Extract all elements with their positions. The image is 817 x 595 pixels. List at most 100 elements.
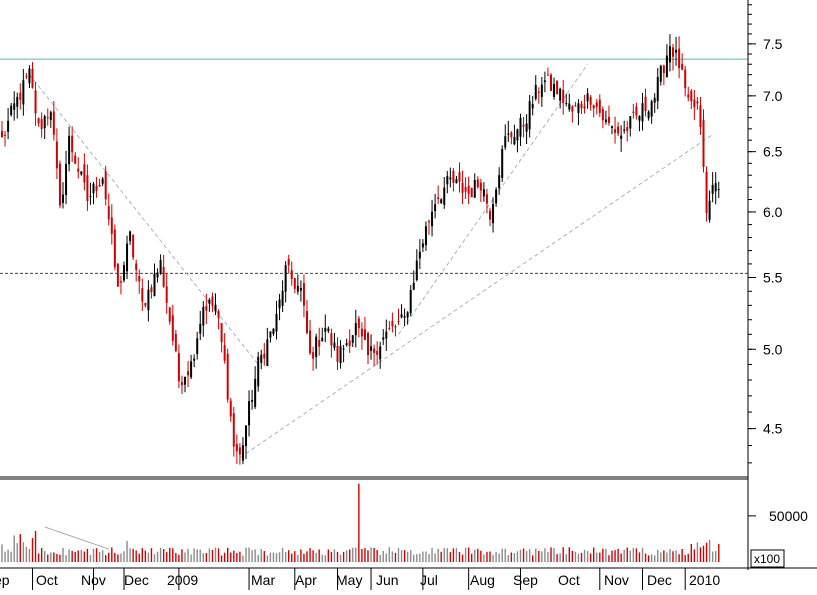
price-bar-body (4, 134, 7, 136)
price-bar-body (391, 321, 394, 327)
price-bar (418, 239, 421, 269)
time-axis-label: 2009 (167, 572, 198, 588)
price-bar (363, 316, 366, 341)
price-bar (440, 198, 443, 204)
price-bar (241, 437, 244, 465)
price-bar-body (592, 105, 595, 109)
price-bar-body (656, 76, 659, 102)
price-bar-body (650, 101, 653, 117)
price-bar-body (412, 282, 415, 290)
price-bar-body (92, 183, 95, 194)
price-bar (187, 361, 190, 388)
price-bar-body (315, 336, 318, 357)
price-bar (717, 181, 720, 198)
price-bar-body (354, 323, 357, 336)
price-bar (665, 44, 668, 78)
price-bar (565, 93, 568, 107)
price-bar-body (446, 176, 449, 185)
price-bar (711, 172, 714, 203)
price-bar-body (71, 135, 74, 153)
price-bar (165, 273, 168, 314)
price-bar (22, 68, 25, 116)
price-bar-body (388, 328, 391, 330)
price-bar (10, 102, 13, 117)
price-bar-body (46, 117, 49, 119)
price-bar (119, 275, 122, 295)
price-tick-label: 5.0 (763, 341, 783, 357)
price-bar-body (565, 102, 568, 104)
price-bar (37, 117, 40, 127)
price-bar-body (138, 275, 141, 282)
price-bar (397, 308, 400, 326)
price-bar (342, 344, 345, 363)
price-bar-body (342, 348, 345, 350)
price-bar-body (293, 278, 296, 289)
price-bar (470, 187, 473, 198)
price-bar-body (537, 91, 540, 93)
price-bar-body (601, 109, 604, 121)
price-bar-body (110, 217, 113, 234)
price-bar (708, 190, 711, 223)
price-bar-body (528, 101, 531, 130)
price-bar (626, 120, 629, 142)
price-bar (86, 164, 89, 211)
price-bar-body (614, 129, 617, 133)
price-bar (443, 176, 446, 209)
price-bar-body (184, 376, 186, 385)
volume-unit-label: x100 (754, 552, 780, 566)
price-bar-body (187, 371, 190, 376)
price-bar-body (687, 94, 690, 98)
price-bar (354, 309, 357, 348)
price-bar-body (10, 105, 13, 115)
price-bar (251, 389, 254, 410)
price-bar-body (623, 129, 626, 131)
price-bar-body (126, 243, 129, 272)
price-bar (659, 64, 662, 86)
price-bar-body (705, 171, 708, 213)
price-bar-body (25, 76, 28, 78)
price-bar (74, 151, 77, 165)
price-bar-body (19, 92, 22, 100)
price-bar (690, 88, 693, 110)
price-bar (550, 73, 552, 92)
price-bar-body (43, 116, 46, 128)
price-bar (687, 86, 690, 102)
time-axis-label: Oct (558, 572, 580, 588)
time-axis-label: Mar (251, 572, 275, 588)
price-bar-body (604, 119, 607, 123)
price-bar-body (260, 354, 263, 363)
price-bar-body (318, 339, 321, 347)
price-bar-body (431, 211, 434, 227)
price-bar (141, 278, 144, 311)
price-bar (138, 269, 141, 294)
price-bar (272, 327, 275, 336)
price-bar-body (540, 84, 543, 97)
price-bar-body (245, 425, 247, 447)
price-bar (52, 100, 55, 141)
price-bar-body (400, 314, 403, 318)
time-axis-label: Aug (470, 572, 495, 588)
price-bar (543, 71, 546, 93)
price-bar-body (153, 273, 156, 297)
price-bar (678, 36, 681, 79)
price-bar-body (296, 285, 299, 292)
price-bar (513, 124, 516, 146)
price-bar-body (55, 141, 58, 169)
price-bar-body (238, 447, 241, 455)
price-bar-body (424, 226, 427, 246)
price-bar-body (132, 235, 135, 258)
price-bar (458, 162, 461, 193)
price-bar (199, 310, 202, 341)
price-bar (220, 322, 223, 353)
price-bar-body (550, 74, 552, 91)
price-bar (71, 126, 74, 163)
price-bar-body (309, 330, 312, 354)
price-bar (556, 80, 559, 95)
price-bar-body (580, 103, 583, 109)
price-bar (485, 188, 488, 214)
price-bar (702, 109, 705, 173)
price-bar (373, 344, 376, 367)
price-bar (290, 261, 293, 286)
price-bar-body (385, 331, 388, 339)
